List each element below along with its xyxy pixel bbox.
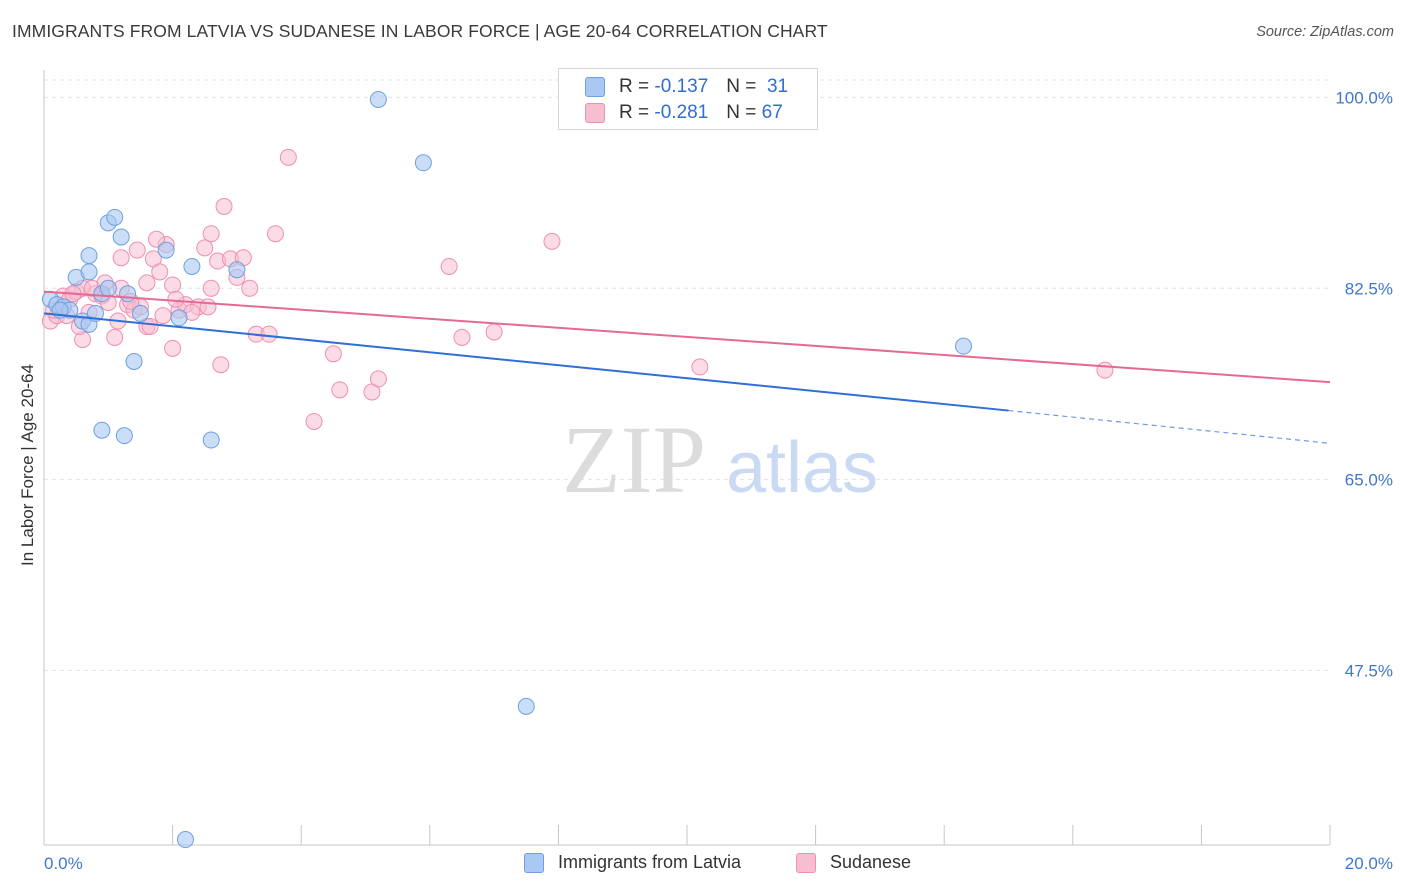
latvia-point xyxy=(131,304,149,322)
sudanese-point xyxy=(241,279,259,297)
bottom-legend-sudanese: Sudanese xyxy=(796,852,911,873)
latvia-point xyxy=(176,831,194,849)
sudanese-legend-swatch xyxy=(796,852,816,873)
watermark-zip: ZIP xyxy=(562,406,706,513)
sudanese-point xyxy=(167,290,185,308)
latvia-point xyxy=(369,90,387,108)
sudanese-point xyxy=(141,318,159,336)
latvia-point xyxy=(106,208,124,226)
latvia-trend-extension xyxy=(1008,409,1331,444)
legend-row-latvia: R = -0.137 N = 31 xyxy=(585,75,788,99)
latvia-point xyxy=(115,427,133,445)
y-tick-label: 100.0% xyxy=(1335,88,1393,107)
sudanese-point xyxy=(164,339,182,357)
sudanese-point xyxy=(331,381,349,399)
tick-labels: 47.5% 65.0% 82.5% 100.0% 0.0% 20.0% xyxy=(44,88,1393,873)
watermark: ZIP atlas xyxy=(562,406,878,513)
latvia-point xyxy=(112,228,130,246)
latvia-legend-swatch xyxy=(524,852,544,873)
latvia-point xyxy=(202,431,220,449)
sudanese-point xyxy=(260,325,278,343)
stats-legend: R = -0.137 N = 31 R = -0.281 N = 67 xyxy=(558,68,818,130)
latvia-point xyxy=(93,421,111,439)
sudanese-point xyxy=(485,323,503,341)
latvia-r-label: R = xyxy=(619,76,650,97)
sudanese-point xyxy=(1096,361,1114,379)
latvia-point xyxy=(517,697,535,715)
legend-row-sudanese: R = -0.281 N = 67 xyxy=(585,101,783,125)
x-tick-label-min: 0.0% xyxy=(44,854,83,873)
sudanese-r-label: R = xyxy=(619,102,650,123)
bottom-legend-latvia: Immigrants from Latvia xyxy=(524,852,741,873)
watermark-atlas: atlas xyxy=(726,428,878,508)
y-tick-label: 82.5% xyxy=(1345,279,1393,298)
latvia-point xyxy=(954,337,972,355)
sudanese-point xyxy=(266,225,284,243)
latvia-point xyxy=(80,263,98,281)
sudanese-n-value: 67 xyxy=(761,102,783,123)
latvia-point xyxy=(125,352,143,370)
latvia-legend-label: Immigrants from Latvia xyxy=(558,852,742,872)
chart-title: IMMIGRANTS FROM LATVIA VS SUDANESE IN LA… xyxy=(12,21,828,41)
latvia-point xyxy=(170,309,188,327)
latvia-n-label: N = xyxy=(726,76,757,97)
sudanese-point xyxy=(128,241,146,259)
sudanese-point xyxy=(691,358,709,376)
latvia-swatch xyxy=(585,77,605,97)
sudanese-point xyxy=(369,370,387,388)
latvia-point xyxy=(80,247,98,265)
latvia-point xyxy=(157,241,175,259)
source-label: Source: ZipAtlas.com xyxy=(1256,24,1394,40)
grid-lines xyxy=(44,79,1330,671)
sudanese-swatch xyxy=(585,103,605,123)
sudanese-point xyxy=(148,230,166,248)
sudanese-points xyxy=(41,148,1114,430)
sudanese-point xyxy=(112,249,130,267)
sudanese-trend-line xyxy=(43,290,1331,384)
latvia-point xyxy=(183,257,201,275)
trend-lines xyxy=(43,290,1331,444)
latvia-point xyxy=(99,279,117,297)
sudanese-point xyxy=(199,298,217,316)
sudanese-n-label: N = xyxy=(726,102,757,123)
sudanese-point xyxy=(164,276,182,294)
sudanese-legend-label: Sudanese xyxy=(830,852,912,872)
sudanese-point xyxy=(106,328,124,346)
sudanese-point xyxy=(154,307,172,325)
latvia-point xyxy=(119,285,137,303)
x-tick-label-max: 20.0% xyxy=(1345,854,1393,873)
sudanese-point xyxy=(543,232,561,250)
sudanese-point xyxy=(279,148,297,166)
sudanese-point xyxy=(202,225,220,243)
latvia-point xyxy=(228,261,246,279)
y-tick-label: 47.5% xyxy=(1345,661,1393,680)
latvia-point xyxy=(414,154,432,172)
sudanese-point xyxy=(212,356,230,374)
sudanese-point xyxy=(138,274,156,292)
latvia-trend-line xyxy=(43,312,1009,412)
sudanese-point xyxy=(196,239,214,257)
sudanese-point xyxy=(151,263,169,281)
sudanese-point xyxy=(305,412,323,430)
sudanese-point xyxy=(215,197,233,215)
y-tick-label: 65.0% xyxy=(1345,470,1393,489)
axes xyxy=(43,70,1331,846)
latvia-n-value: 31 xyxy=(766,76,789,97)
sudanese-point xyxy=(453,328,471,346)
latvia-r-value: -0.137 xyxy=(654,76,709,97)
sudanese-point xyxy=(440,257,458,275)
sudanese-point xyxy=(202,279,220,297)
sudanese-r-value: -0.281 xyxy=(654,102,709,123)
sudanese-point xyxy=(324,345,342,363)
